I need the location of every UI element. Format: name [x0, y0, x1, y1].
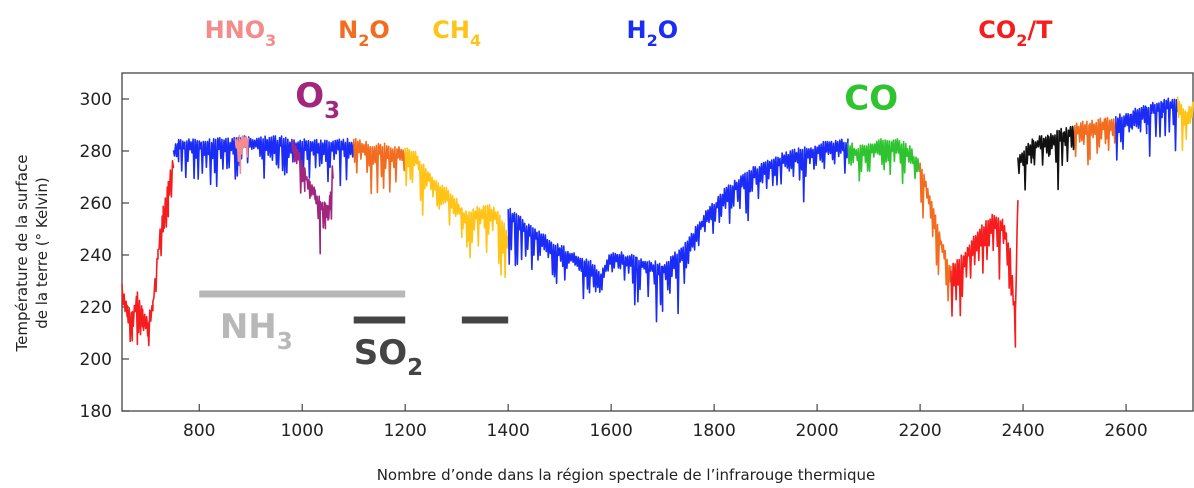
- spectrum-series-8: [919, 162, 952, 302]
- spectrum-series-6: [507, 138, 849, 323]
- species-label-o3: O3: [295, 76, 340, 124]
- spectrum-series-5: [404, 147, 509, 279]
- y-tick-label: 180: [80, 402, 112, 422]
- plot-frame: [121, 72, 1194, 412]
- spectrum-series-4: [352, 137, 406, 195]
- species-labels-in-plot: O3 CO NH3 SO2: [220, 76, 898, 381]
- spectrum-series-7: [847, 138, 921, 185]
- spectrum-series: [121, 96, 1194, 348]
- y-tick-label: 240: [80, 246, 112, 266]
- spectrum-series-0: [121, 160, 175, 347]
- x-tick-label: 2400: [1001, 421, 1044, 441]
- band-label-nh3: NH3: [220, 307, 293, 355]
- x-axis: 800 1000 1200 1400 1600 1800 2000 2200 2400 2600: [183, 404, 1148, 441]
- y-tick-label: 200: [80, 350, 112, 370]
- species-labels-top: HNO3 N2O CH4 H2O CO2/T: [205, 16, 1054, 50]
- x-tick-label: 1600: [590, 421, 633, 441]
- spectrum-series-1: [172, 135, 355, 187]
- x-tick-label: 2600: [1104, 421, 1147, 441]
- species-label-n2o: N2O: [338, 16, 390, 50]
- y-tick-label: 220: [80, 298, 112, 318]
- y-axis: 180 200 220 240 260 280 300: [80, 90, 129, 422]
- spectrum-series-10: [1017, 125, 1076, 191]
- band-label-so2: SO2: [354, 333, 423, 381]
- y-tick-label: 280: [80, 142, 112, 162]
- y-axis-label-line1: Température de la surface: [13, 155, 31, 353]
- spectrum-series-2: [234, 134, 249, 174]
- species-label-co2-t: CO2/T: [978, 16, 1053, 50]
- spectrum-series-13: [1176, 96, 1194, 152]
- y-tick-label: 260: [80, 194, 112, 214]
- species-label-hno3: HNO3: [205, 16, 277, 50]
- x-tick-label: 800: [183, 421, 215, 441]
- x-axis-label: Nombre d’onde dans la région spectrale d…: [377, 466, 876, 484]
- species-label-ch4: CH4: [432, 16, 481, 50]
- x-tick-label: 1400: [487, 421, 530, 441]
- x-tick-label: 1200: [384, 421, 427, 441]
- x-tick-label: 1800: [693, 421, 736, 441]
- species-label-co: CO: [844, 78, 898, 118]
- band-bars: [199, 290, 509, 324]
- y-tick-label: 300: [80, 90, 112, 110]
- x-tick-label: 2200: [898, 421, 941, 441]
- spectrum-series-9: [950, 200, 1019, 348]
- y-axis-label-line2: de la terre (° Kelvin): [33, 177, 51, 329]
- spectrum-series-11: [1073, 116, 1117, 166]
- species-label-h2o: H2O: [627, 16, 679, 50]
- spectrum-series-3: [291, 140, 334, 255]
- x-tick-label: 2000: [795, 421, 838, 441]
- spectrum-series-12: [1115, 97, 1179, 161]
- x-tick-label: 1000: [281, 421, 324, 441]
